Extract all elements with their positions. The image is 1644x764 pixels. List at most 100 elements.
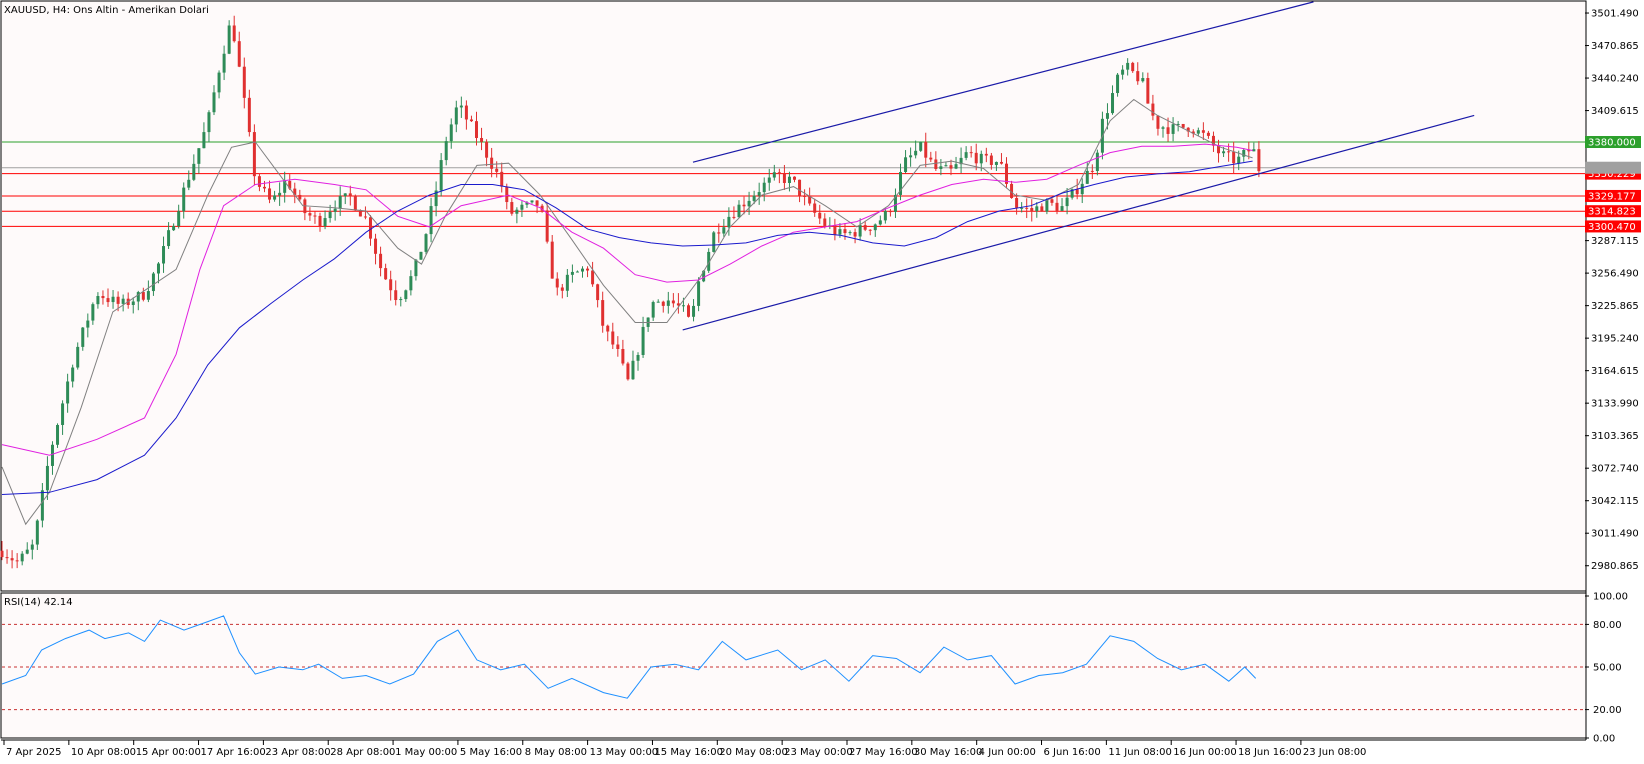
candle-body bbox=[61, 403, 65, 425]
candle-body bbox=[692, 305, 696, 317]
candle-body bbox=[106, 298, 110, 303]
trend-channel[interactable] bbox=[682, 1, 1475, 331]
candle-body bbox=[883, 211, 887, 221]
candle-body bbox=[348, 193, 352, 196]
candle-body bbox=[429, 206, 433, 235]
candle-body bbox=[192, 163, 196, 180]
candle-body bbox=[681, 305, 685, 307]
time-tick-label: 18 Jun 16:00 bbox=[1238, 747, 1302, 758]
candle-body bbox=[1015, 198, 1019, 208]
price-level-label: 3300.470 bbox=[1588, 222, 1636, 233]
price-level-label: 3380.000 bbox=[1588, 138, 1636, 149]
candle-body bbox=[747, 200, 751, 207]
candle-body bbox=[636, 354, 640, 361]
candle-body bbox=[20, 553, 24, 562]
rsi-tick-label: 50.00 bbox=[1593, 663, 1622, 674]
price-tick-label: 3103.365 bbox=[1591, 431, 1639, 442]
candlestick-series bbox=[0, 15, 1261, 569]
candle-body bbox=[687, 305, 691, 317]
candle-body bbox=[66, 381, 70, 404]
candle-body bbox=[1005, 163, 1009, 184]
candle-body bbox=[485, 141, 489, 158]
candle-body bbox=[535, 200, 539, 206]
price-tick-label: 3409.615 bbox=[1591, 106, 1639, 117]
candle-body bbox=[606, 325, 610, 332]
candle-body bbox=[757, 192, 761, 196]
price-level-tag bbox=[1585, 220, 1641, 233]
candle-body bbox=[252, 132, 256, 177]
candle-body bbox=[1070, 189, 1074, 198]
candle-body bbox=[384, 268, 388, 280]
candle-body bbox=[1090, 170, 1094, 172]
candle-body bbox=[944, 165, 948, 167]
candle-body bbox=[1020, 207, 1024, 209]
candle-body bbox=[474, 121, 478, 138]
candle-body bbox=[818, 212, 822, 219]
candle-body bbox=[242, 66, 246, 98]
rsi-tick-label: 100.00 bbox=[1593, 592, 1628, 603]
candle-body bbox=[661, 301, 665, 306]
price-tick-label: 3256.490 bbox=[1591, 269, 1639, 280]
candle-body bbox=[0, 550, 4, 558]
candle-body bbox=[1111, 93, 1115, 114]
candle-body bbox=[586, 268, 590, 271]
candle-body bbox=[1050, 199, 1054, 203]
candle-body bbox=[1055, 202, 1059, 211]
candle-body bbox=[1206, 132, 1210, 136]
candle-body bbox=[247, 97, 251, 133]
candle-body bbox=[772, 172, 776, 178]
candle-body bbox=[273, 195, 277, 200]
candle-body bbox=[676, 303, 680, 306]
time-tick-label: 1 May 00:00 bbox=[395, 747, 457, 758]
moving-averages bbox=[1, 98, 1253, 526]
moving-average-line bbox=[1, 98, 1253, 526]
candle-body bbox=[974, 152, 978, 164]
candle-body bbox=[368, 217, 372, 239]
candle-body bbox=[1247, 149, 1251, 152]
candle-body bbox=[1222, 151, 1226, 154]
candle-body bbox=[1095, 152, 1099, 172]
time-tick-label: 30 May 16:00 bbox=[914, 747, 983, 758]
candle-body bbox=[399, 299, 403, 301]
candle-body bbox=[1211, 135, 1215, 146]
candle-body bbox=[237, 41, 241, 67]
candle-body bbox=[1257, 149, 1261, 172]
time-axis[interactable]: 7 Apr 2025 10 Apr 08:00 15 Apr 00:00 17 Apr… bbox=[3, 740, 1366, 758]
candle-body bbox=[1151, 103, 1155, 116]
price-level-tag bbox=[1585, 189, 1641, 202]
candle-body bbox=[449, 124, 453, 142]
time-tick-label: 16 Jun 00:00 bbox=[1173, 747, 1237, 758]
candle-body bbox=[1141, 78, 1145, 82]
channel-line-lower bbox=[682, 114, 1475, 331]
candle-body bbox=[833, 225, 837, 235]
candle-body bbox=[283, 180, 287, 193]
candle-body bbox=[777, 172, 781, 174]
candle-body bbox=[1176, 123, 1180, 125]
candle-body bbox=[15, 560, 19, 562]
candle-body bbox=[954, 164, 958, 169]
candle-body bbox=[288, 180, 292, 189]
candle-body bbox=[1196, 130, 1200, 134]
candle-body bbox=[994, 161, 998, 165]
candle-body bbox=[641, 326, 645, 355]
rsi-label: RSI(14) 42.14 bbox=[4, 597, 73, 608]
time-tick-label: 8 May 08:00 bbox=[525, 747, 587, 758]
time-tick-label: 23 May 00:00 bbox=[784, 747, 853, 758]
candle-body bbox=[151, 273, 155, 292]
candle-body bbox=[76, 346, 80, 368]
price-axis[interactable]: 3501.490 3470.865 3440.240 3409.615 3287.115… bbox=[1585, 9, 1641, 745]
candle-body bbox=[919, 141, 923, 151]
candle-body bbox=[575, 271, 579, 273]
candle-body bbox=[328, 211, 332, 219]
candle-body bbox=[323, 218, 327, 227]
candle-body bbox=[767, 177, 771, 183]
candle-body bbox=[999, 161, 1003, 164]
candle-body bbox=[888, 211, 892, 213]
price-tick-label: 3164.615 bbox=[1591, 366, 1639, 377]
candle-body bbox=[899, 171, 903, 195]
price-tick-label: 3042.115 bbox=[1591, 496, 1639, 507]
candle-body bbox=[979, 153, 983, 164]
candle-body bbox=[116, 296, 120, 304]
